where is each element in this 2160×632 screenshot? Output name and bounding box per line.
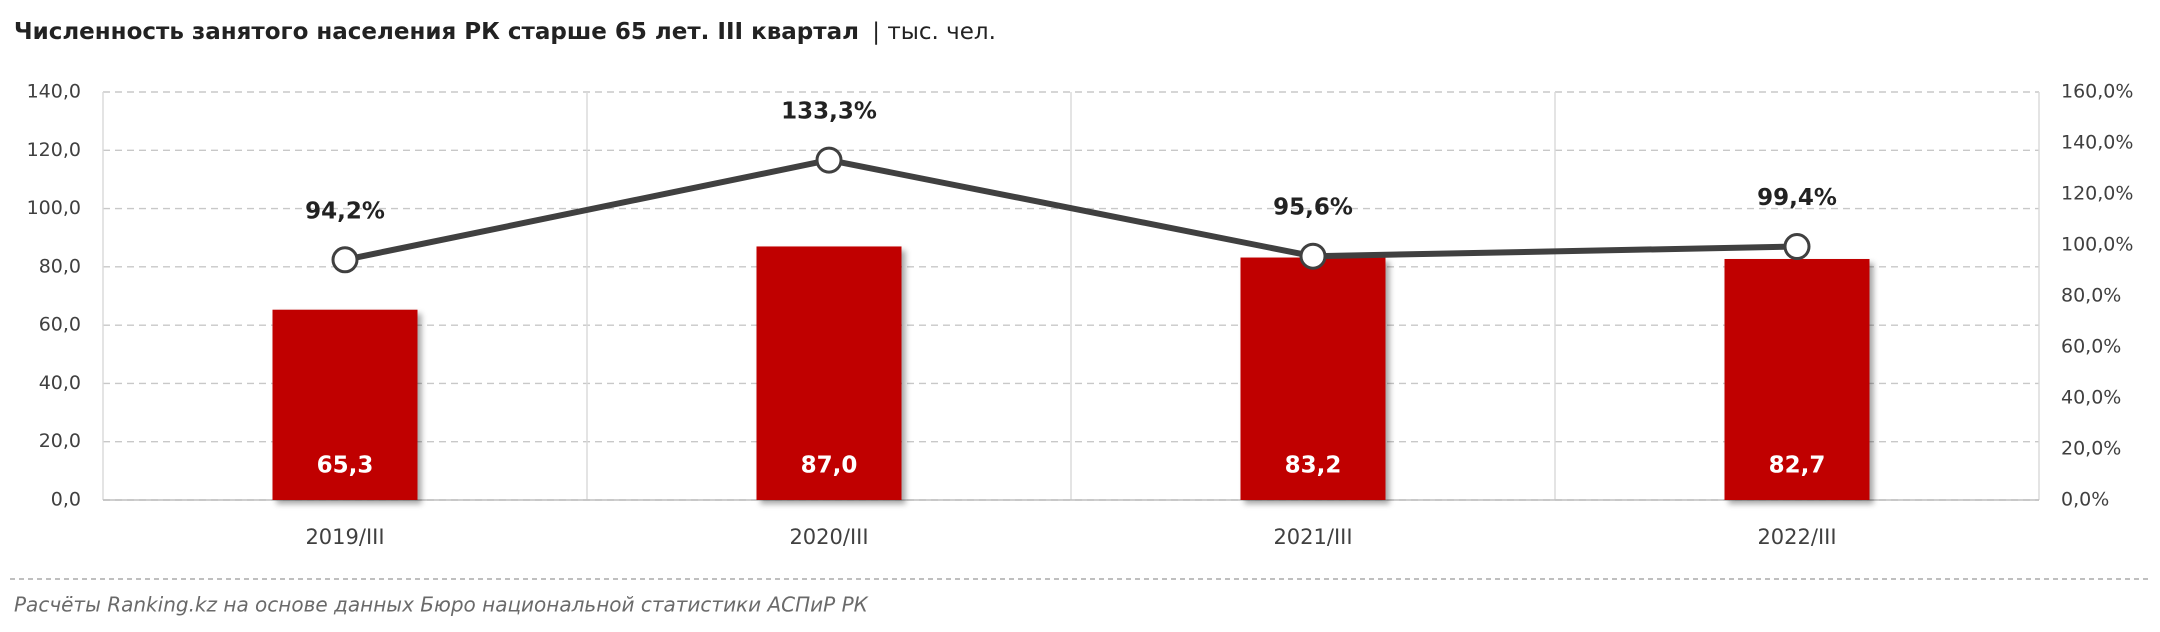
line-marker bbox=[1299, 242, 1327, 270]
x-tick-label: 2022/III bbox=[1757, 525, 1836, 549]
y-tick-label: 140,0 bbox=[27, 81, 81, 103]
y-tick-label: 0,0 bbox=[51, 489, 81, 511]
bar-value-label: 82,7 bbox=[1769, 453, 1826, 479]
source: Расчёты Ranking.kz на основе данных Бюро… bbox=[14, 593, 869, 617]
y-tick-label: 60,0 bbox=[39, 314, 81, 336]
x-tick-label: 2020/III bbox=[789, 525, 868, 549]
bar bbox=[272, 309, 418, 500]
bar bbox=[1240, 257, 1386, 500]
line-value-label: 95,6% bbox=[1273, 195, 1353, 221]
line-value-label: 133,3% bbox=[781, 99, 877, 125]
y2-tick-label: 0,0% bbox=[2061, 489, 2109, 511]
x-tick-label: 2021/III bbox=[1273, 525, 1352, 549]
y-tick-label: 40,0 bbox=[39, 372, 81, 394]
bar-value-label: 83,2 bbox=[1285, 453, 1342, 479]
bar-value-label: 65,3 bbox=[317, 453, 374, 479]
chart-title: Численность занятого населения РК старше… bbox=[14, 19, 859, 45]
y2-tick-label: 160,0% bbox=[2061, 81, 2133, 103]
y2-tick-label: 140,0% bbox=[2061, 132, 2133, 154]
line-marker bbox=[331, 246, 359, 274]
line-marker bbox=[1783, 233, 1811, 261]
y-tick-label: 120,0 bbox=[27, 139, 81, 161]
y-tick-label: 20,0 bbox=[39, 430, 81, 452]
y-tick-label: 80,0 bbox=[39, 255, 81, 277]
y2-tick-label: 80,0% bbox=[2061, 285, 2121, 307]
y2-tick-label: 40,0% bbox=[2061, 387, 2121, 409]
y2-tick-label: 20,0% bbox=[2061, 438, 2121, 460]
x-tick-label: 2019/III bbox=[305, 525, 384, 549]
unit: | тыс. чел. bbox=[872, 19, 996, 45]
bar bbox=[1724, 258, 1870, 500]
bar-value-label: 87,0 bbox=[801, 453, 858, 479]
y2-tick-label: 120,0% bbox=[2061, 183, 2133, 205]
bar bbox=[756, 246, 902, 500]
line-value-label: 94,2% bbox=[305, 198, 385, 224]
y2-tick-label: 100,0% bbox=[2061, 234, 2133, 256]
line bbox=[344, 157, 1798, 263]
line-value-label: 99,4% bbox=[1757, 185, 1837, 211]
y-tick-label: 100,0 bbox=[27, 197, 81, 219]
line-marker bbox=[815, 146, 843, 174]
y2-tick-label: 60,0% bbox=[2061, 336, 2121, 358]
chart-title-line: Численность занятого населения РК старше… bbox=[14, 19, 996, 45]
